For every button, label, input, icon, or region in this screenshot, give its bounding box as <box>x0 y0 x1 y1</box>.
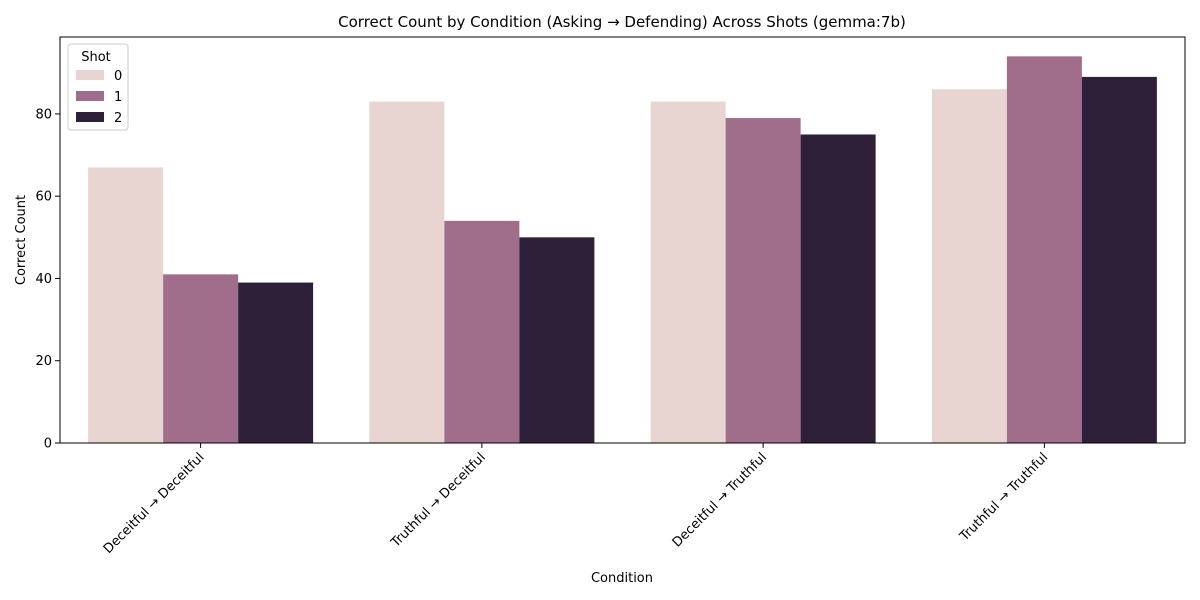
y-tick-label: 0 <box>44 437 52 452</box>
legend-swatch-1 <box>76 91 104 101</box>
legend-swatch-2 <box>76 112 104 122</box>
legend-label-0: 0 <box>114 69 122 84</box>
bar-shot-2-3 <box>800 134 876 444</box>
bar-shot-1-1 <box>163 274 239 443</box>
x-tick-label: Truthful → Truthful <box>957 450 1052 545</box>
legend-swatch-0 <box>76 70 104 80</box>
bar-shot-2-4 <box>1081 76 1157 444</box>
bar-shot-2-1 <box>238 282 314 443</box>
x-tick-label: Deceitful → Deceitful <box>101 450 208 557</box>
plot-frame <box>59 36 1186 444</box>
legend-box <box>67 43 129 131</box>
y-tick-label: 20 <box>35 354 52 369</box>
bar-shot-0-4 <box>931 89 1007 444</box>
y-axis-label: Correct Count <box>14 195 29 285</box>
x-tick-label: Truthful → Deceitful <box>388 450 489 551</box>
bar-shot-0-3 <box>650 101 726 443</box>
bars-layer <box>88 56 1157 444</box>
bar-shot-1-4 <box>1006 56 1082 443</box>
legend-label-2: 2 <box>114 111 122 126</box>
y-axis: 0 20 40 60 80 <box>35 107 60 452</box>
y-tick-label: 40 <box>35 272 52 287</box>
x-axis: Deceitful → Deceitful Truthful → Deceitfu… <box>101 443 1051 557</box>
bar-shot-0-2 <box>369 101 445 443</box>
bar-shot-0-1 <box>88 167 164 443</box>
bar-shot-1-3 <box>725 118 801 443</box>
y-tick-label: 80 <box>35 107 52 122</box>
legend-label-1: 1 <box>114 90 122 105</box>
legend-title: Shot <box>81 50 111 65</box>
bar-shot-2-2 <box>519 237 595 443</box>
x-tick-label: Deceitful → Truthful <box>670 450 770 550</box>
y-tick-label: 60 <box>35 190 52 205</box>
bar-shot-1-2 <box>444 220 520 443</box>
x-axis-label: Condition <box>591 571 653 586</box>
chart-title: Correct Count by Condition (Asking → Def… <box>338 13 906 31</box>
